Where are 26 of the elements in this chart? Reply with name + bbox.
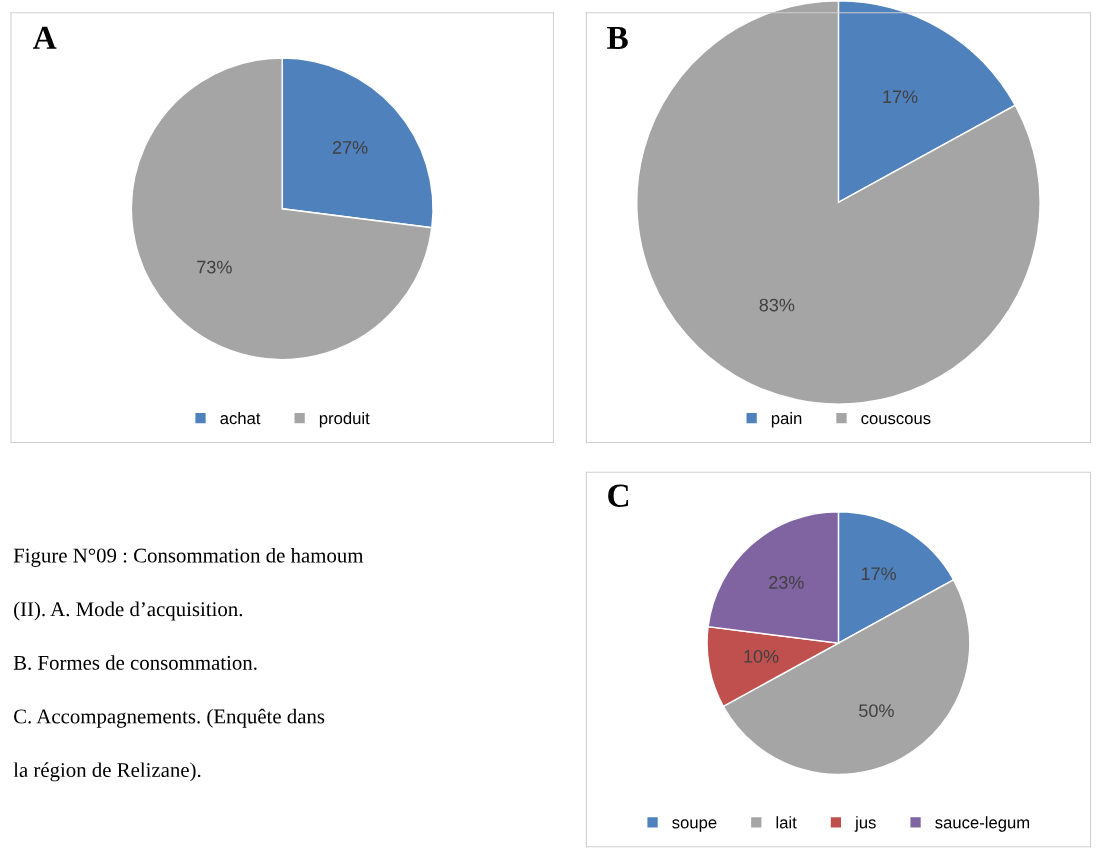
data-label: 10% xyxy=(744,649,779,663)
pie-slice xyxy=(130,57,433,361)
text: Figure N°09 : Consommation de hamoum xyxy=(13,547,364,567)
legend-label: produit xyxy=(319,411,370,428)
chart-title: C xyxy=(608,484,629,507)
text: B xyxy=(607,26,628,49)
text: B. Formes de consommation. xyxy=(13,655,257,670)
data-label: 23% xyxy=(769,576,804,589)
legend-label: couscous xyxy=(861,415,931,425)
text: la région de Relizane). xyxy=(13,762,201,782)
legend-label: sauce-legum xyxy=(935,816,1030,832)
data-label: 73% xyxy=(197,260,232,274)
data-label: 17% xyxy=(861,567,896,581)
legend-label: soupe xyxy=(672,819,717,832)
data-label: 83% xyxy=(759,298,795,312)
text: C. Accompagnements. (Enquête dans xyxy=(14,708,325,728)
data-label: 27% xyxy=(332,141,368,154)
data-label: 17% xyxy=(883,90,918,104)
legend-label: jus xyxy=(854,816,876,832)
data-label: 50% xyxy=(859,704,894,718)
legend-label: achat xyxy=(220,411,261,425)
legend-label: pain xyxy=(771,411,802,428)
legend-label: lait xyxy=(776,816,797,829)
text: (II). A. Mode d’acquisition. xyxy=(14,601,243,621)
chart-title: A xyxy=(32,26,57,49)
pie-slice xyxy=(636,0,1041,405)
